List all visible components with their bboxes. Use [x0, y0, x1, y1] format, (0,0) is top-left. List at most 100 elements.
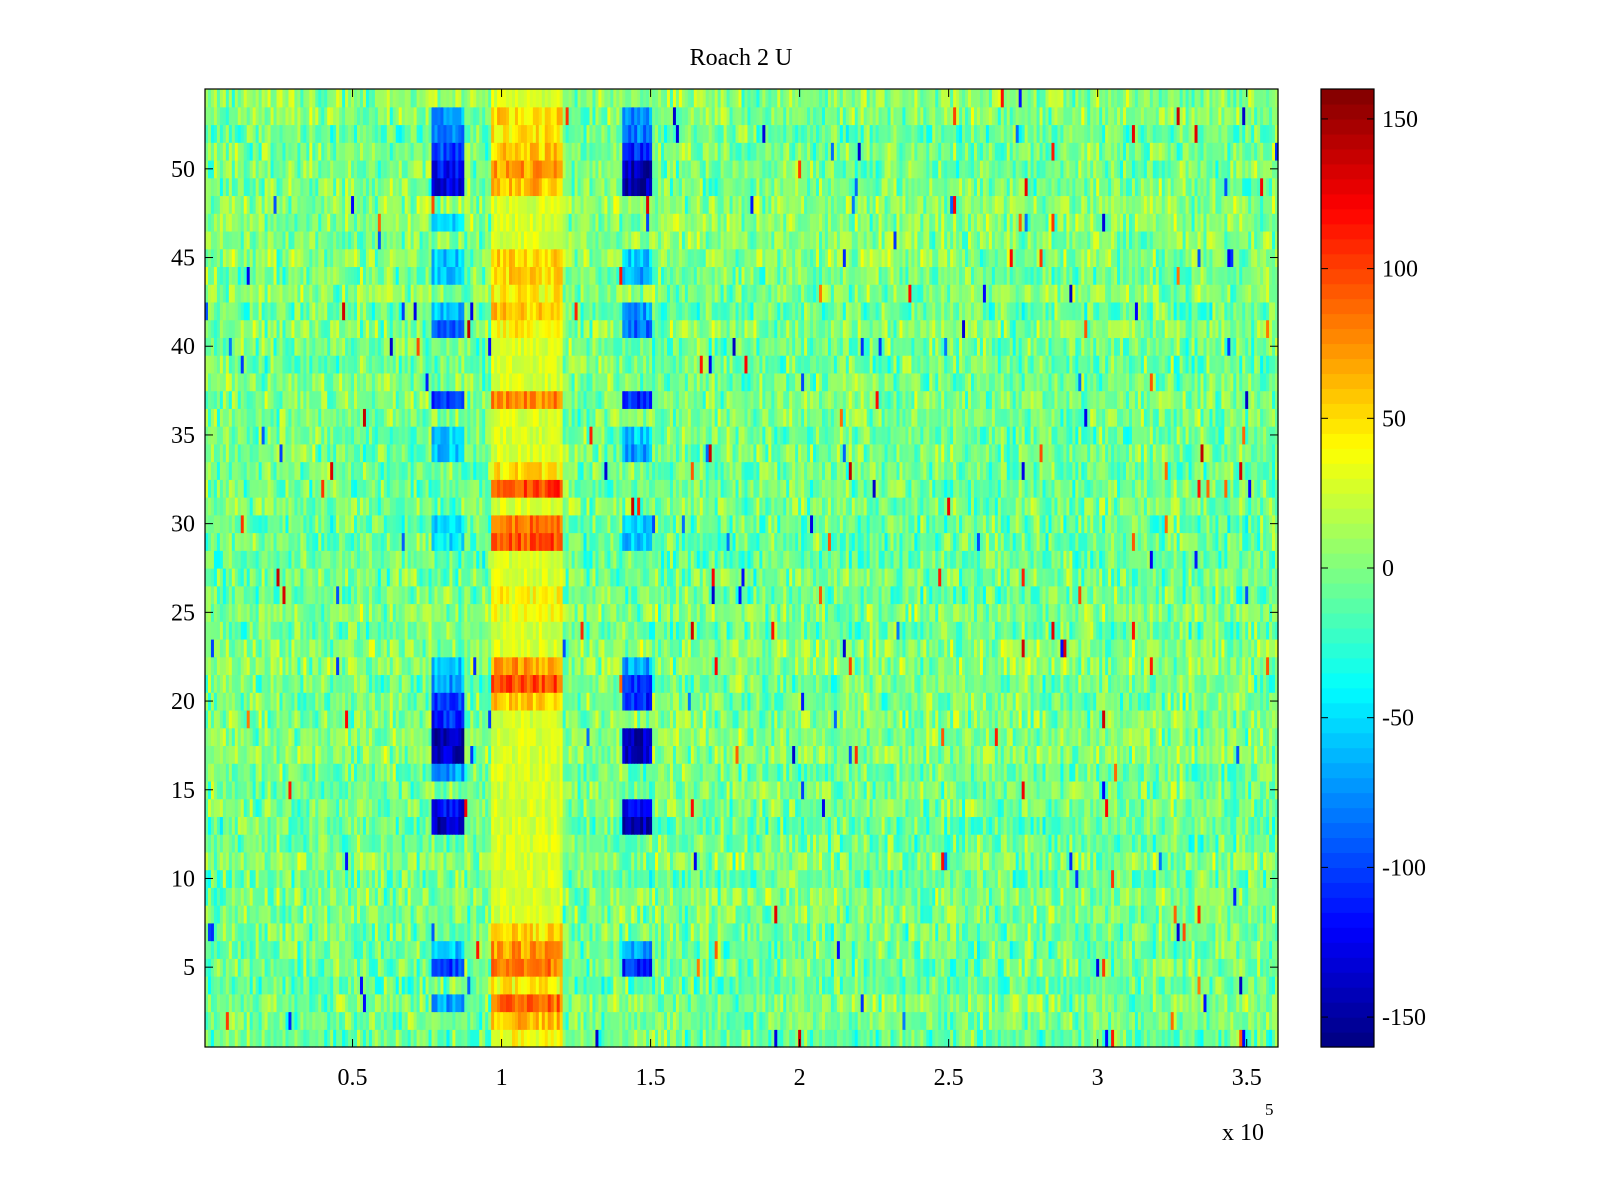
heatmap-cell	[714, 976, 719, 995]
heatmap-cell	[601, 958, 605, 977]
heatmap-cell	[1072, 1029, 1076, 1048]
heatmap-cell	[315, 1029, 319, 1048]
heatmap-cell	[526, 1011, 531, 1030]
heatmap-cell	[1075, 993, 1079, 1013]
heatmap-cell	[655, 940, 659, 959]
heatmap-cell	[753, 1011, 757, 1030]
heatmap-cell	[547, 940, 552, 959]
heatmap-cell	[219, 940, 224, 959]
heatmap-cell	[541, 976, 546, 995]
heatmap-cell	[1042, 976, 1047, 995]
heatmap-cell	[273, 1029, 278, 1048]
heatmap-cell	[1224, 1011, 1228, 1030]
heatmap-cell	[714, 1029, 719, 1048]
heatmap-cell	[899, 1029, 904, 1048]
heatmap-cell	[771, 1011, 775, 1030]
heatmap-cell	[1134, 1011, 1139, 1030]
heatmap-cell	[696, 940, 701, 959]
heatmap-cell	[225, 958, 230, 977]
heatmap-cell	[1272, 993, 1276, 1013]
heatmap-cell	[786, 940, 790, 959]
heatmap-cell	[777, 940, 781, 959]
heatmap-cell	[425, 976, 430, 995]
heatmap-cell	[1000, 1011, 1005, 1030]
heatmap-cell	[962, 993, 966, 1013]
heatmap-cell	[1164, 958, 1169, 977]
heatmap-cell	[962, 1029, 966, 1048]
heatmap-cell	[708, 1029, 713, 1048]
heatmap-cell	[550, 940, 555, 959]
heatmap-cell	[327, 1011, 331, 1030]
heatmap-cell	[905, 976, 910, 995]
heatmap-cell	[905, 1011, 910, 1030]
heatmap-cell	[649, 976, 653, 995]
heatmap-cell	[598, 993, 603, 1013]
heatmap-cell	[297, 1029, 301, 1048]
heatmap-cell	[345, 1029, 349, 1048]
heatmap-cell	[807, 976, 811, 995]
heatmap-cell	[968, 976, 972, 995]
heatmap-cell	[929, 1011, 933, 1030]
heatmap-cell	[321, 940, 325, 959]
heatmap-cell	[1266, 1011, 1270, 1030]
heatmap-cell	[535, 940, 540, 959]
heatmap-cell	[276, 1011, 281, 1030]
heatmap-cell	[917, 1011, 921, 1030]
heatmap-cell	[866, 940, 871, 959]
heatmap-cell	[327, 1029, 331, 1048]
heatmap-cell	[1015, 958, 1020, 977]
heatmap-cell	[503, 993, 507, 1013]
heatmap-cell	[887, 1029, 892, 1048]
heatmap-cell	[458, 993, 462, 1013]
heatmap-cell	[333, 993, 337, 1013]
heatmap-cell	[1105, 940, 1109, 959]
heatmap-cell	[1245, 940, 1249, 959]
heatmap-cell	[273, 940, 278, 959]
heatmap-cell	[979, 940, 984, 959]
heatmap-cell	[422, 940, 427, 959]
heatmap-cell	[1134, 993, 1139, 1013]
heatmap-cell	[1254, 958, 1258, 977]
heatmap-cell	[959, 993, 963, 1013]
heatmap-cell	[613, 958, 617, 977]
heatmap-cell	[976, 940, 981, 959]
heatmap-cell	[1152, 976, 1157, 995]
heatmap-cell	[1018, 1011, 1023, 1030]
heatmap-cell	[857, 993, 862, 1013]
heatmap-cell	[1120, 993, 1124, 1013]
heatmap-cell	[607, 1011, 611, 1030]
heatmap-cell	[944, 1011, 948, 1030]
heatmap-cell	[833, 993, 838, 1013]
heatmap-cell	[643, 993, 647, 1013]
heatmap-cell	[959, 1029, 963, 1048]
heatmap-cell	[1158, 993, 1163, 1013]
heatmap-cell	[1018, 976, 1023, 995]
heatmap-cell	[732, 940, 737, 959]
heatmap-cell	[965, 958, 969, 977]
heatmap-cell	[520, 976, 525, 995]
heatmap-cell	[479, 1029, 483, 1048]
heatmap-cell	[884, 993, 889, 1013]
heatmap-cell	[580, 1029, 585, 1048]
heatmap-cell	[371, 993, 376, 1013]
heatmap-cell	[428, 1011, 433, 1030]
heatmap-cell	[1021, 976, 1026, 995]
heatmap-cell	[506, 940, 510, 959]
heatmap-cell	[207, 993, 212, 1013]
heatmap-cell	[300, 1029, 304, 1048]
heatmap-cell	[309, 976, 313, 995]
heatmap-cell	[664, 940, 668, 959]
heatmap-cell	[666, 940, 671, 959]
heatmap-cell	[1060, 958, 1064, 977]
heatmap-cell	[923, 940, 927, 959]
heatmap-cell	[1176, 958, 1181, 977]
heatmap-cell	[938, 1029, 942, 1048]
heatmap-cell	[1260, 958, 1264, 977]
heatmap-cell	[324, 1011, 328, 1030]
heatmap-cells	[205, 89, 1279, 1048]
heatmap-cell	[234, 922, 239, 942]
heatmap-cell	[345, 1011, 349, 1030]
heatmap-cell	[297, 1011, 301, 1030]
heatmap-cell	[532, 1029, 537, 1048]
heatmap-cell	[398, 958, 403, 977]
